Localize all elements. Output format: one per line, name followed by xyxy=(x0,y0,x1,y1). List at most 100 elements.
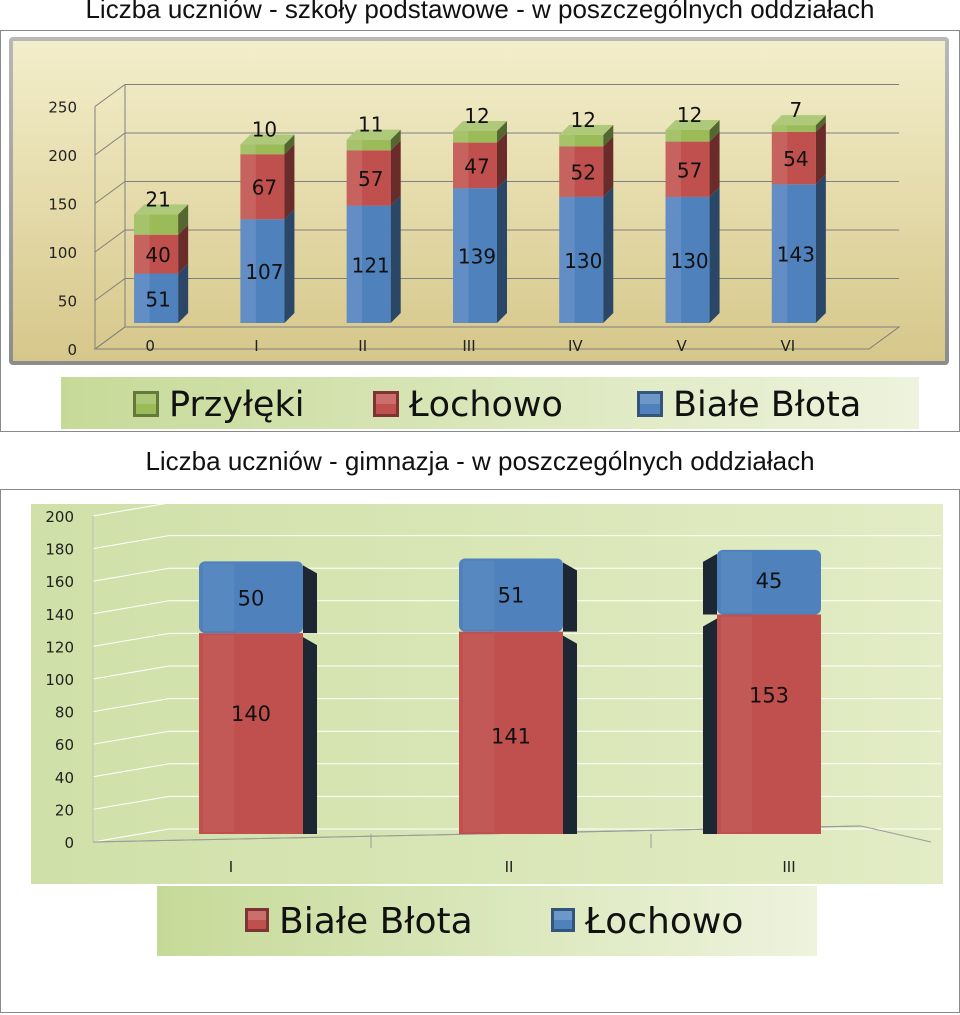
data-label: 45 xyxy=(756,569,783,593)
data-label: 12 xyxy=(571,108,596,132)
y-tick-label: 200 xyxy=(45,508,74,526)
grid-line-side xyxy=(92,567,170,582)
bar-segment xyxy=(134,263,189,323)
data-label: 130 xyxy=(670,249,708,273)
legend-icon xyxy=(637,391,663,417)
bar-segment xyxy=(240,209,295,323)
x-tick-label: III xyxy=(462,337,475,355)
y-tick-label: 150 xyxy=(48,196,77,214)
bar-segment xyxy=(453,132,507,189)
legend-icon xyxy=(551,908,575,932)
bar-segment xyxy=(559,186,614,323)
chart-gimnazjum-svg: 0 20 40 60 80 100 120 140 160 180 200 140 50 I 141 51 II… xyxy=(31,502,943,956)
data-label: 12 xyxy=(464,104,489,128)
bar-segment xyxy=(665,186,720,323)
x-tick-label: I xyxy=(254,337,258,355)
x-tick-label: IV xyxy=(568,337,583,355)
chart-gimnazjum: 0 20 40 60 80 100 120 140 160 180 200 140 50 I 141 51 II… xyxy=(0,489,960,1013)
y-tick-label: 0 xyxy=(64,834,74,852)
legend-icon xyxy=(133,391,159,417)
chart-primary-schools: 0 50 100 150 200 250 51 40 21 0 107 67 10 I 121 57 11 II 1… xyxy=(0,30,960,432)
y-tick-label: 80 xyxy=(55,704,74,722)
legend-label: Przyłęki xyxy=(169,385,304,425)
grid-line-side xyxy=(92,632,170,647)
data-label: 54 xyxy=(783,147,808,171)
data-label: 107 xyxy=(245,260,283,284)
x-tick-label: V xyxy=(676,337,687,355)
data-label: 143 xyxy=(777,243,815,267)
data-label: 7 xyxy=(789,98,802,122)
x-tick-label: III xyxy=(782,858,795,876)
grid-line-side xyxy=(94,278,126,301)
bar-segment xyxy=(199,561,317,634)
bar-segment xyxy=(665,119,720,142)
data-label: 50 xyxy=(238,586,265,610)
bar-segment xyxy=(453,178,507,323)
data-label: 57 xyxy=(677,158,702,182)
bar-segment xyxy=(559,136,614,197)
legend-label: Białe Błota xyxy=(279,901,473,942)
grid-line-side xyxy=(92,600,170,615)
bar-segment xyxy=(459,631,577,834)
grid-line-side xyxy=(92,730,170,745)
chart-title-primary: Liczba uczniów - szkoły podstawowe - w p… xyxy=(85,0,875,24)
data-label: 51 xyxy=(145,287,170,311)
y-tick-label: 100 xyxy=(48,244,77,262)
bar-segment xyxy=(459,558,577,632)
y-tick-label: 200 xyxy=(48,147,77,165)
bar-segment xyxy=(703,614,821,834)
bar-segment xyxy=(346,195,401,323)
bar-segment xyxy=(453,120,507,143)
legend-icon xyxy=(245,908,269,932)
grid-line-side xyxy=(92,665,170,680)
data-label: 11 xyxy=(358,113,383,137)
y-tick-label: 20 xyxy=(55,801,74,819)
legend-box xyxy=(61,377,919,429)
data-label: 121 xyxy=(352,253,390,277)
x-tick-label: II xyxy=(358,337,367,355)
grid-line-side xyxy=(92,698,170,713)
data-label: 139 xyxy=(458,245,496,269)
grid-line-side xyxy=(94,181,126,204)
data-label: 40 xyxy=(145,243,170,267)
legend-label: Łochowo xyxy=(584,901,743,942)
bar-segment xyxy=(346,140,401,206)
bar-segment xyxy=(240,134,295,155)
bar-segment xyxy=(346,129,401,151)
bar-segment xyxy=(771,115,826,132)
bar-segment xyxy=(134,204,189,235)
data-label: 52 xyxy=(571,161,596,185)
data-label: 51 xyxy=(498,583,525,607)
data-label: 12 xyxy=(677,103,702,127)
bar-segment xyxy=(199,633,317,834)
x-tick-label: 0 xyxy=(145,337,155,355)
chart-title-gimnazjum: Liczba uczniów - gimnazja - w poszczegól… xyxy=(145,446,815,476)
data-label: 153 xyxy=(749,683,789,707)
grid-line-side xyxy=(92,502,170,517)
bar-segment xyxy=(771,121,826,185)
grid-line-side xyxy=(94,132,126,156)
x-tick-label: II xyxy=(505,858,514,876)
data-label: 140 xyxy=(231,702,271,726)
y-tick-label: 50 xyxy=(58,293,77,311)
grid-line-side xyxy=(92,763,170,778)
data-label: 67 xyxy=(252,176,277,200)
y-tick-label: 140 xyxy=(45,606,74,624)
bar-segment xyxy=(665,131,720,197)
grid-line-side xyxy=(92,795,170,810)
data-label: 21 xyxy=(145,187,170,211)
y-tick-label: 40 xyxy=(55,769,74,787)
grid-line-side xyxy=(92,535,170,550)
y-tick-label: 250 xyxy=(48,99,77,117)
bar-segment xyxy=(240,144,295,220)
data-label: 57 xyxy=(358,167,383,191)
grid-line-side xyxy=(94,229,126,253)
legend-label: Łochowo xyxy=(408,385,563,425)
bar-segment xyxy=(134,224,189,274)
bar-segment xyxy=(771,174,826,323)
data-label: 130 xyxy=(564,249,602,273)
bar-segment xyxy=(559,124,614,147)
floor xyxy=(93,326,901,350)
data-label: 10 xyxy=(252,118,277,142)
data-label: 47 xyxy=(464,154,489,178)
